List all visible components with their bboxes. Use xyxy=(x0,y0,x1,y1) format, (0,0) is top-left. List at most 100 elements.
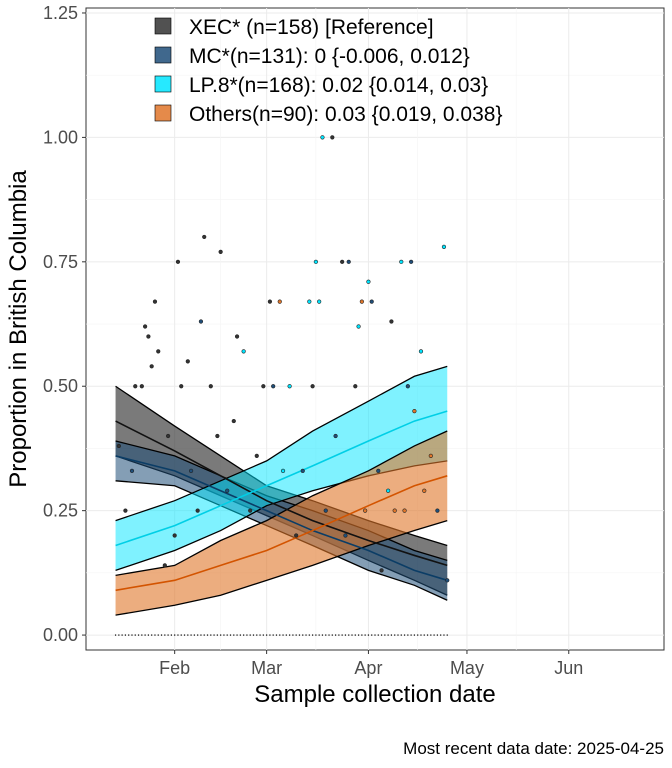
data-point xyxy=(146,334,151,339)
data-point xyxy=(386,488,391,493)
observed-points xyxy=(116,135,450,583)
zero-rug-mark xyxy=(243,634,245,636)
data-point xyxy=(320,135,325,140)
data-point xyxy=(218,249,223,254)
data-point xyxy=(307,299,312,304)
fit-line-series-3 xyxy=(115,475,448,592)
zero-rug-mark xyxy=(213,634,215,636)
data-point xyxy=(392,508,397,513)
zero-rug-mark xyxy=(239,634,241,636)
y-tick-label: 0.25 xyxy=(43,501,78,521)
zero-rug-mark xyxy=(128,634,130,636)
data-point xyxy=(248,508,253,513)
zero-rug-mark xyxy=(305,634,307,636)
data-point xyxy=(149,364,154,369)
zero-rug-mark xyxy=(177,634,179,636)
data-point xyxy=(166,433,171,439)
zero-rug-mark xyxy=(118,634,120,636)
data-point xyxy=(356,324,361,329)
data-point xyxy=(346,259,351,264)
legend-label: Others(n=90): 0.03 {0.019, 0.038} xyxy=(189,103,502,126)
data-point xyxy=(198,319,204,324)
legend-label: MC*(n=131): 0 {-0.006, 0.012} xyxy=(189,45,470,68)
zero-rug-mark xyxy=(364,634,366,636)
zero-rug-mark xyxy=(170,634,172,636)
zero-rug-mark xyxy=(279,634,281,636)
zero-rug-mark xyxy=(334,634,337,636)
data-point xyxy=(363,508,368,513)
zero-rug-mark xyxy=(206,634,209,636)
zero-rug-mark xyxy=(410,634,412,636)
band-upper-edge-series-1 xyxy=(115,440,448,562)
zero-rug-mark xyxy=(256,634,258,636)
data-point xyxy=(123,508,128,513)
data-point xyxy=(202,234,207,240)
zero-rug-mark xyxy=(236,634,238,636)
zero-rug-mark xyxy=(252,634,255,636)
zero-rug-mark xyxy=(400,634,402,636)
data-point xyxy=(402,508,407,513)
data-point xyxy=(231,418,236,424)
zero-rug-mark xyxy=(200,634,202,636)
caption: Most recent data date: 2025-04-25 xyxy=(403,739,664,758)
legend: XEC* (n=158) [Reference] MC*(n=131): 0 {-… xyxy=(154,16,502,126)
data-point xyxy=(277,299,282,304)
data-point xyxy=(369,299,374,304)
zero-rug-mark xyxy=(341,634,343,636)
data-point xyxy=(195,508,200,513)
data-point xyxy=(441,244,447,249)
x-axis-title: Sample collection date xyxy=(254,681,495,708)
legend-label: XEC* (n=158) [Reference] xyxy=(189,16,434,39)
data-point xyxy=(234,334,240,339)
zero-rug-mark xyxy=(325,634,327,636)
zero-rug-mark xyxy=(394,634,396,636)
zero-rug-mark xyxy=(226,634,228,636)
legend-label: LP.8*(n=168): 0.02 {0.014, 0.03} xyxy=(189,74,488,97)
band-series-3 xyxy=(115,431,448,616)
zero-rug-mark xyxy=(151,634,153,636)
zero-rug-mark xyxy=(275,634,278,636)
band-upper-edge-series-2 xyxy=(115,365,448,522)
zero-rug-mark xyxy=(384,634,386,636)
zero-rug-marks xyxy=(114,634,448,636)
zero-rug-mark xyxy=(292,634,294,636)
zero-rug-mark xyxy=(190,634,192,636)
y-axis-ticks: 0.00 0.25 0.50 0.75 1.00 1.25 xyxy=(43,3,86,645)
zero-rug-mark xyxy=(407,634,409,636)
zero-rug-mark xyxy=(380,634,383,636)
zero-rug-mark xyxy=(272,634,274,636)
zero-rug-mark xyxy=(298,634,301,636)
data-point xyxy=(287,384,292,389)
zero-rug-mark xyxy=(183,634,186,636)
zero-rug-mark xyxy=(249,634,251,636)
data-point xyxy=(162,563,167,568)
data-point xyxy=(399,259,404,264)
zero-rug-mark xyxy=(321,634,324,636)
data-point xyxy=(215,433,220,439)
data-point xyxy=(343,533,348,538)
zero-rug-mark xyxy=(295,634,297,636)
zero-rug-mark xyxy=(210,634,212,636)
zero-rug-mark xyxy=(137,634,140,636)
data-point xyxy=(323,508,328,513)
data-point xyxy=(428,453,433,459)
data-point xyxy=(152,299,158,304)
zero-rug-mark xyxy=(220,634,222,636)
zero-rug-mark xyxy=(426,634,429,636)
legend-swatch xyxy=(154,46,172,64)
fit-lines xyxy=(115,410,448,592)
x-tick-label: Jun xyxy=(554,658,583,678)
zero-rug-mark xyxy=(338,634,340,636)
zero-rug-mark xyxy=(246,634,248,636)
zero-rug-mark xyxy=(289,634,291,636)
zero-rug-mark xyxy=(124,634,127,636)
data-point xyxy=(405,384,410,389)
data-point xyxy=(412,409,417,414)
gridlines xyxy=(86,8,664,650)
data-point xyxy=(116,443,121,449)
fit-line-series-2 xyxy=(115,410,448,547)
zero-rug-mark xyxy=(315,634,317,636)
data-point xyxy=(359,299,364,304)
x-tick-label: Apr xyxy=(354,658,382,678)
data-point xyxy=(300,468,305,473)
